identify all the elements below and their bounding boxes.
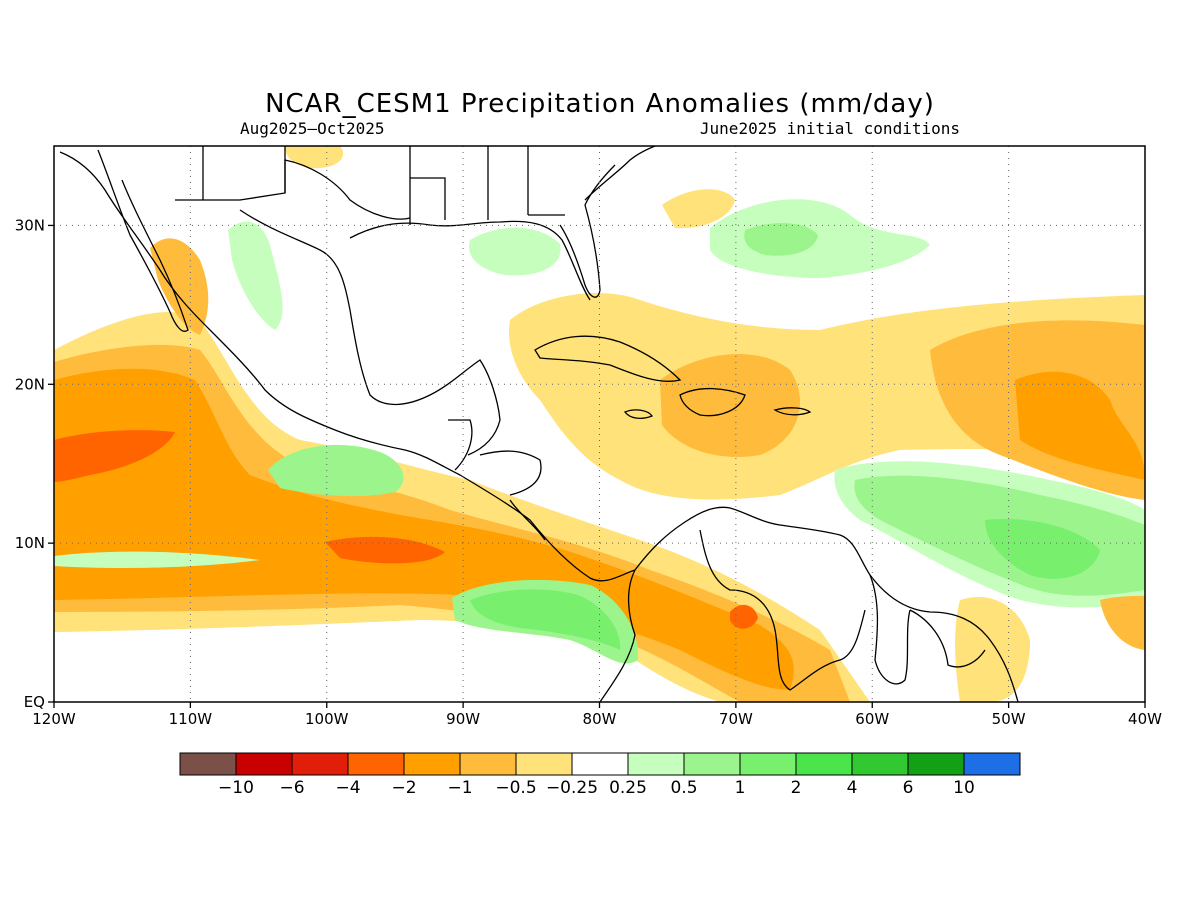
colorbar-label: 10 — [953, 778, 975, 798]
colorbar-label: −10 — [218, 778, 254, 798]
colorbar-swatch — [795, 752, 853, 776]
colorbar-label: −1 — [447, 778, 472, 798]
colorbar-swatch — [963, 752, 1021, 776]
colorbar-label: 0.25 — [609, 778, 647, 798]
colorbar-labels: −10 −6 −4 −2 −1 −0.5 −0.25 0.25 0.5 1 2 4 6 10 — [218, 778, 975, 798]
mexico-pacific-coastline — [59, 151, 636, 582]
lon-tick-label: 120W — [32, 710, 76, 728]
colorbar-swatch — [459, 752, 517, 776]
puerto-rico — [773, 407, 812, 416]
lon-tick-label: 80W — [583, 710, 617, 728]
lon-tick-label: 110W — [169, 710, 213, 728]
map-title: NCAR_CESM1 Precipitation Anomalies (mm/d… — [265, 89, 935, 119]
east-pacific-wet-sliver — [54, 551, 260, 568]
colorbar-swatch — [291, 752, 349, 776]
colorbar-label: 1 — [735, 778, 746, 798]
lon-tick-label: 60W — [855, 710, 889, 728]
colombia-pacific-coast — [599, 569, 636, 702]
colorbar-swatch — [739, 752, 797, 776]
colorbar-swatch — [627, 752, 685, 776]
colorbar-swatch — [571, 752, 629, 776]
coastlines — [59, 146, 1019, 702]
colorbar-label: 4 — [847, 778, 858, 798]
atlantic-wet-core — [985, 518, 1100, 579]
valid-period-label: Aug2025–Oct2025 — [240, 119, 385, 138]
equatorial-atlantic-dry-patch — [1100, 595, 1145, 650]
colorbar-label: −0.5 — [495, 778, 536, 798]
colorbar-label: −4 — [335, 778, 360, 798]
lat-tick-label: 20N — [15, 375, 45, 393]
colorbar-swatch — [683, 752, 741, 776]
us-mexico-border — [175, 159, 411, 220]
lat-tick-label: 10N — [15, 534, 45, 552]
venezuela-colombia-border — [699, 529, 866, 691]
guyana-border — [869, 574, 911, 685]
gulf-of-tehuantepec-wet-region — [268, 444, 404, 497]
jamaica — [623, 409, 653, 419]
hispaniola — [679, 387, 746, 417]
colorbar-swatch — [235, 752, 293, 776]
colorbar-label: −6 — [279, 778, 304, 798]
gulf-of-california-dry-region — [150, 238, 209, 335]
mexico-plateau-wet-region — [228, 221, 283, 330]
caribbean-dry-core — [660, 353, 800, 457]
lon-tick-label: 50W — [992, 710, 1026, 728]
western-atlantic-wet-core — [744, 223, 818, 256]
lon-tick-label: 70W — [719, 710, 753, 728]
southern-us-dry-patch — [285, 146, 344, 169]
central-america-borders — [448, 419, 546, 541]
guiana-dry-region — [955, 596, 1030, 702]
north-atlantic-dry-patch — [662, 189, 735, 229]
map-panel: 30N 20N 10N EQ 120W 110W 100W 90W 80W 70W 60W 50W 4… — [15, 145, 1162, 728]
western-atlantic-wet-region — [710, 199, 930, 278]
colorbar-swatch — [347, 752, 405, 776]
colorbar-label: −0.25 — [546, 778, 598, 798]
us-state-lines — [202, 146, 565, 225]
initial-conditions-label: June2025 initial conditions — [700, 119, 960, 138]
lat-tick-label: EQ — [24, 693, 45, 711]
colorbar-label: 2 — [791, 778, 802, 798]
colorbar-swatch — [179, 752, 237, 776]
cuba — [534, 335, 682, 382]
gulf-of-mexico-wet-region — [469, 227, 561, 276]
colorbar-swatch — [403, 752, 461, 776]
atlantic-dry-core — [1015, 371, 1145, 480]
east-pacific-strong-dry-core-1 — [54, 430, 175, 482]
colorbar-label: 0.5 — [670, 778, 697, 798]
colombia-pacific-wet-core — [470, 589, 621, 650]
us-gulf-coastline — [349, 220, 591, 301]
longitude-axis: 120W 110W 100W 90W 80W 70W 60W 50W 40W — [32, 702, 1162, 728]
baja-california — [97, 149, 189, 332]
latitude-axis: 30N 20N 10N EQ — [15, 216, 54, 711]
colorbar-swatch — [851, 752, 909, 776]
colorbar-label: 6 — [903, 778, 914, 798]
colorbar: −10 −6 −4 −2 −1 −0.5 −0.25 0.25 0.5 1 2 4 6 10 — [179, 752, 1021, 798]
mexico-gulf-coastline — [239, 209, 501, 456]
suriname-border — [909, 609, 986, 668]
lon-tick-label: 40W — [1128, 710, 1162, 728]
lon-tick-label: 90W — [446, 710, 480, 728]
colorbar-swatch — [515, 752, 573, 776]
lon-tick-label: 100W — [305, 710, 349, 728]
us-atlantic-coastline — [584, 146, 656, 201]
colorbar-label: −2 — [391, 778, 416, 798]
lat-tick-label: 30N — [15, 216, 45, 234]
anomaly-fields — [54, 146, 1145, 702]
colorbar-swatches — [179, 752, 1021, 776]
south-america-north-coast — [634, 506, 1019, 702]
colorbar-swatch — [907, 752, 965, 776]
venezuela-strong-dry-core — [730, 604, 758, 629]
